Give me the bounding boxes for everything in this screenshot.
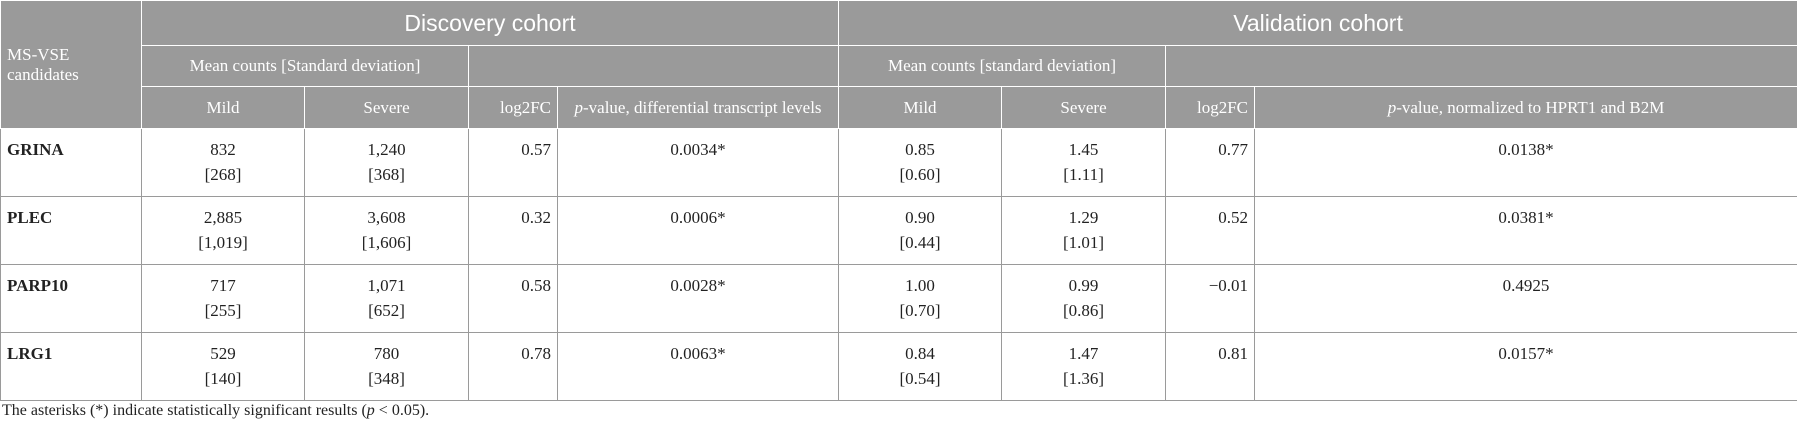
discovery-pvalue-cell: 0.0028* (556, 264, 840, 333)
validation-mild-header: Mild (838, 86, 1003, 129)
validation-mild-cell: 1.00 [0.70] (838, 264, 1003, 333)
table-footnote: The asterisks (*) indicate statistically… (2, 402, 430, 419)
discovery-log2fc-cell: 0.78 (468, 332, 558, 401)
validation-pvalue-cell: 0.4925 (1254, 264, 1797, 333)
discovery-log2fc-cell: 0.57 (468, 128, 558, 197)
table-row: GRINA 832 [268] 1,240 [368] 0.57 0.0034* 0… (0, 128, 1797, 197)
discovery-pvalue-cell: 0.0034* (556, 128, 840, 197)
discovery-severe-cell: 1,240 [368] (304, 128, 469, 197)
gene-name: PLEC (0, 196, 142, 265)
candidates-header: MS-VSE candidates (0, 0, 142, 129)
validation-severe-cell: 0.99 [0.86] (1001, 264, 1167, 333)
validation-log2fc-cell: 0.81 (1165, 332, 1256, 401)
discovery-severe-header: Severe (304, 86, 469, 129)
validation-mild-cell: 0.90 [0.44] (838, 196, 1003, 265)
results-table: MS-VSE candidates Discovery cohort Valid… (0, 0, 1797, 401)
validation-log2fc-cell: 0.77 (1165, 128, 1256, 197)
table-row: LRG1 529 [140] 780 [348] 0.78 0.0063* 0.84… (0, 332, 1797, 401)
discovery-mild-cell: 2,885 [1,019] (141, 196, 305, 265)
validation-pvalue-cell: 0.0381* (1254, 196, 1797, 265)
validation-log2fc-header: log2FC (1165, 86, 1256, 129)
validation-severe-cell: 1.29 [1.01] (1001, 196, 1167, 265)
validation-pvalue-cell: 0.0138* (1254, 128, 1797, 197)
discovery-severe-cell: 780 [348] (304, 332, 469, 401)
validation-mean-header: Mean counts [standard deviation] (838, 45, 1167, 87)
discovery-severe-cell: 3,608 [1,606] (304, 196, 469, 265)
gene-name: PARP10 (0, 264, 142, 333)
discovery-pvalue-cell: 0.0063* (556, 332, 840, 401)
discovery-mild-header: Mild (141, 86, 305, 129)
discovery-blank-header (467, 45, 840, 87)
validation-pvalue-header: p-value, normalized to HPRT1 and B2M (1254, 86, 1797, 129)
discovery-pvalue-header: p-value, differential transcript levels (556, 86, 840, 129)
discovery-pvalue-cell: 0.0006* (556, 196, 840, 265)
validation-severe-cell: 1.47 [1.36] (1001, 332, 1167, 401)
discovery-mild-cell: 717 [255] (141, 264, 305, 333)
discovery-mild-cell: 529 [140] (141, 332, 305, 401)
validation-log2fc-cell: 0.52 (1165, 196, 1256, 265)
validation-cohort-header: Validation cohort (838, 0, 1797, 46)
discovery-log2fc-cell: 0.32 (468, 196, 558, 265)
discovery-cohort-header: Discovery cohort (140, 0, 840, 46)
table-row: PARP10 717 [255] 1,071 [652] 0.58 0.0028* … (0, 264, 1797, 333)
discovery-log2fc-header: log2FC (468, 86, 558, 129)
validation-log2fc-cell: −0.01 (1165, 264, 1256, 333)
gene-name: GRINA (0, 128, 142, 197)
validation-severe-header: Severe (1001, 86, 1167, 129)
validation-mild-cell: 0.84 [0.54] (838, 332, 1003, 401)
discovery-mild-cell: 832 [268] (141, 128, 305, 197)
validation-pvalue-cell: 0.0157* (1254, 332, 1797, 401)
discovery-mean-header: Mean counts [Standard deviation] (141, 45, 469, 87)
validation-blank-header (1165, 45, 1797, 87)
discovery-severe-cell: 1,071 [652] (304, 264, 469, 333)
validation-mild-cell: 0.85 [0.60] (838, 128, 1003, 197)
table-row: PLEC 2,885 [1,019] 3,608 [1,606] 0.32 0.00… (0, 196, 1797, 265)
gene-name: LRG1 (0, 332, 142, 401)
discovery-log2fc-cell: 0.58 (468, 264, 558, 333)
validation-severe-cell: 1.45 [1.11] (1001, 128, 1167, 197)
